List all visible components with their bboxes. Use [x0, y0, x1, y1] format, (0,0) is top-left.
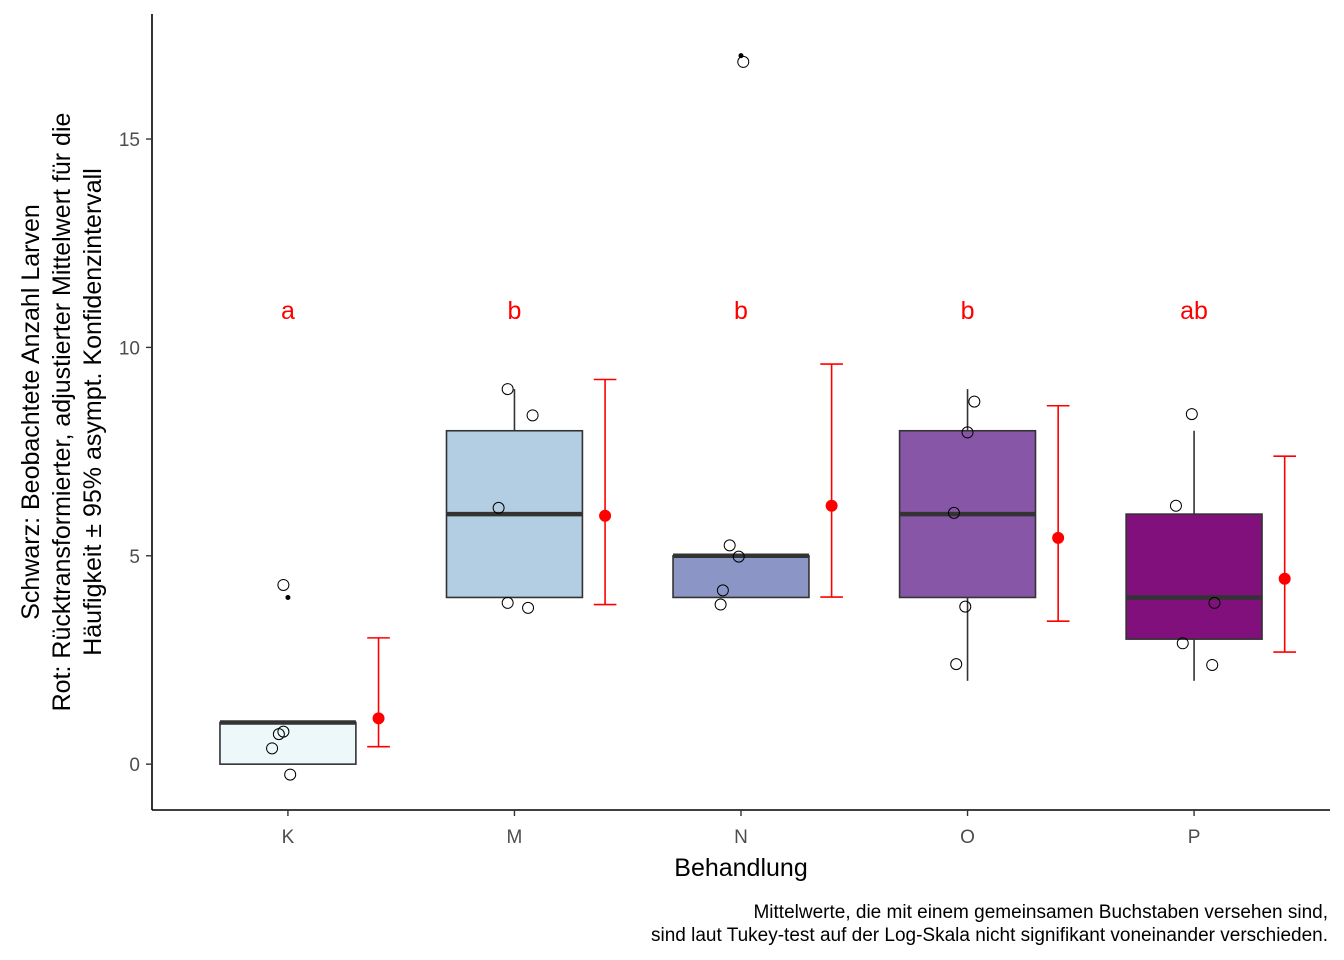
mean-point [599, 509, 612, 522]
box-body [672, 554, 810, 599]
data-point [526, 409, 539, 422]
boxplot-layer [219, 53, 1263, 765]
data-point [968, 395, 981, 408]
group-letter: a [281, 297, 295, 325]
data-point [522, 601, 535, 614]
caption-line-2: sind laut Tukey-test auf der Log-Skala n… [651, 925, 1328, 946]
y-tick-label: 15 [119, 130, 140, 151]
data-point [732, 550, 745, 563]
box-p [1125, 430, 1263, 681]
mean-point [1278, 572, 1291, 585]
mean-ci-n [820, 363, 843, 598]
data-point [1169, 499, 1182, 512]
data-point [959, 600, 972, 613]
box-o [898, 389, 1037, 681]
x-tick-label: M [507, 827, 523, 848]
data-point [266, 742, 279, 755]
mean-ci-p [1273, 455, 1297, 653]
mean-point [372, 712, 385, 725]
data-point [950, 658, 963, 671]
mean-point [1052, 531, 1065, 544]
y-axis-title-line-2: Rot: Rücktransformierter, adjustierter M… [48, 113, 76, 712]
y-axis-title-line-3: Häufigkeit ± 95% asympt. Konfidenzinterv… [79, 168, 107, 656]
data-point [277, 578, 290, 591]
mean-ci-k [367, 637, 390, 748]
data-point [501, 596, 514, 609]
x-tick-label: O [960, 827, 975, 848]
data-point [272, 728, 285, 741]
box-n [672, 553, 810, 599]
data-point [284, 768, 297, 781]
data-point [716, 584, 729, 597]
caption: Mittelwerte, die mit einem gemeinsamen B… [651, 902, 1328, 946]
group-letter: ab [1180, 297, 1208, 325]
data-point [714, 598, 727, 611]
data-point [1185, 408, 1198, 421]
data-point [723, 539, 736, 552]
data-point [947, 506, 960, 519]
x-tick-label: N [734, 827, 748, 848]
data-point [1206, 658, 1219, 671]
box-m [445, 389, 584, 599]
group-letter: b [508, 297, 522, 325]
x-tick-label: K [282, 827, 295, 848]
y-axis-title-line-1: Schwarz: Beobachtete Anzahl Larven [17, 204, 45, 620]
y-tick-label: 0 [129, 755, 140, 776]
y-axis-ticks: 0 5 10 15 [119, 130, 152, 776]
x-tick-label: P [1188, 827, 1201, 848]
outlier-point [285, 594, 291, 600]
x-axis-title: Behandlung [674, 854, 807, 882]
caption-line-1: Mittelwerte, die mit einem gemeinsamen B… [753, 902, 1328, 923]
group-letter: b [734, 297, 748, 325]
adjusted-mean-layer [367, 363, 1297, 748]
mean-point [825, 499, 838, 512]
y-axis-title: Schwarz: Beobachtete Anzahl Larven Rot: … [17, 113, 107, 712]
mean-ci-m [593, 378, 617, 606]
jitter-point-layer [266, 55, 1221, 781]
data-point [1176, 637, 1189, 650]
data-point [737, 55, 750, 68]
y-tick-label: 5 [129, 547, 140, 568]
mean-ci-o [1046, 404, 1070, 623]
data-point [492, 501, 505, 514]
data-point [961, 426, 974, 439]
box-body [1125, 513, 1263, 640]
y-tick-label: 10 [119, 338, 140, 359]
data-point [501, 383, 514, 396]
data-point [1208, 596, 1221, 609]
group-letter-layer: a b b b ab [281, 297, 1208, 325]
group-letter: b [961, 297, 975, 325]
